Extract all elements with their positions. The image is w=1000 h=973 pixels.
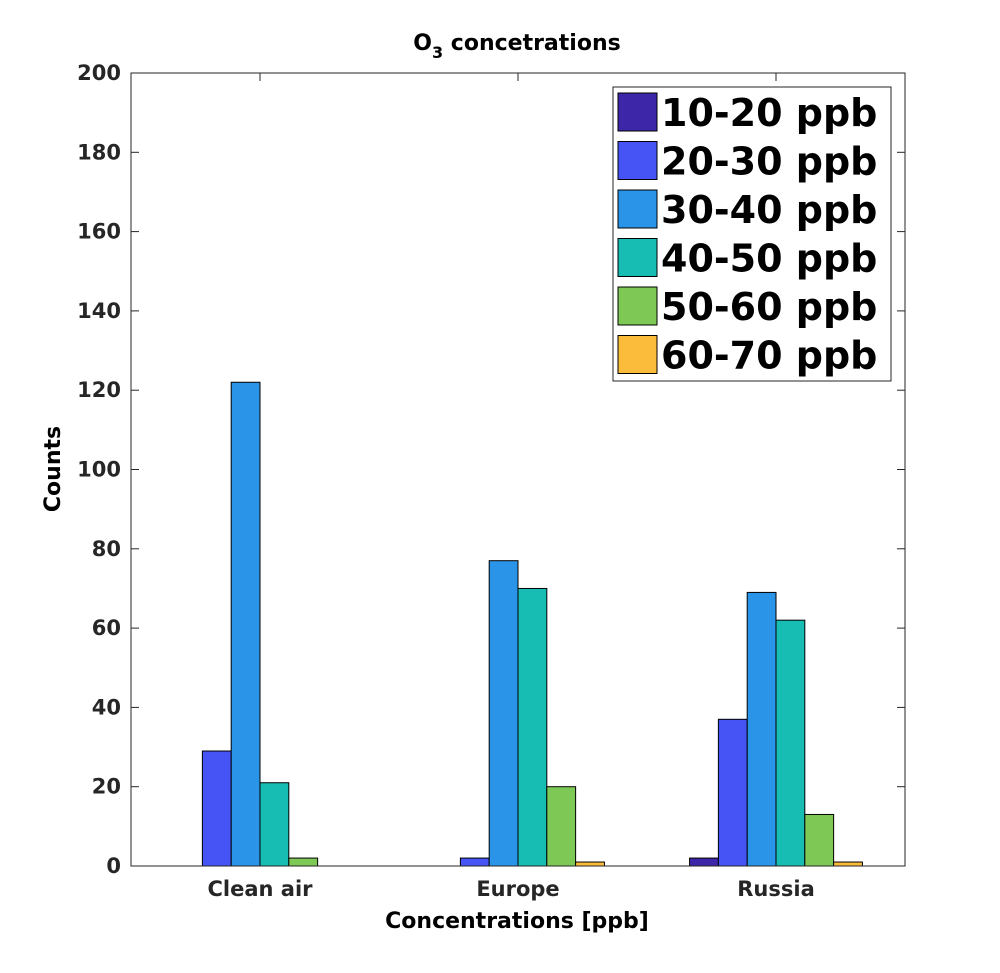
legend-box — [612, 86, 892, 382]
y-tick-labels: 0 20 40 60 80 100 120 140 160 180 200 — [77, 61, 121, 878]
legend-label: 10-20 ppb — [661, 91, 877, 135]
legend-label: 50-60 ppb — [661, 285, 877, 329]
legend-swatch — [617, 141, 658, 180]
x-tick-label: Clean air — [207, 877, 313, 901]
legend-swatch — [617, 238, 658, 277]
y-tick-label: 60 — [92, 616, 121, 640]
x-tick-labels: Clean air Europe Russia — [207, 877, 814, 901]
bars-group — [201, 381, 863, 867]
legend-label: 30-40 ppb — [661, 188, 877, 232]
legend-label: 40-50 ppb — [661, 237, 877, 281]
bar-60-70-ppb-russia — [833, 861, 863, 867]
bar-30-40-ppb-russia — [746, 591, 777, 867]
bar-50-60-ppb-europe — [546, 786, 577, 867]
y-tick-label: 0 — [106, 854, 121, 878]
y-tick-label: 40 — [92, 695, 121, 719]
bar-40-50-ppb-russia — [775, 619, 806, 867]
legend-label: 20-30 ppb — [661, 140, 877, 184]
bar-20-30-ppb-europe — [459, 857, 490, 867]
y-tick-label: 80 — [92, 537, 121, 561]
plot-frame — [130, 72, 906, 867]
x-axis-label: Concentrations [ppb] — [385, 909, 649, 934]
bar-30-40-ppb-europe — [488, 560, 519, 867]
bar-20-30-ppb-clean-air — [201, 750, 232, 867]
y-tick-label: 120 — [77, 378, 121, 402]
bar-60-70-ppb-europe — [575, 861, 605, 867]
bar-50-60-ppb-russia — [804, 813, 835, 867]
y-tick-label: 200 — [77, 61, 121, 85]
y-tick-label: 140 — [77, 299, 121, 323]
bar-40-50-ppb-europe — [517, 587, 548, 867]
bar-30-40-ppb-clean-air — [230, 381, 261, 867]
chart-title: O3 concetrations — [413, 31, 620, 62]
legend-swatch — [617, 92, 658, 132]
bar-40-50-ppb-clean-air — [259, 782, 290, 867]
y-tick-label: 20 — [92, 775, 121, 799]
x-tick-label: Europe — [476, 877, 559, 901]
legend-swatch — [617, 189, 658, 229]
x-tick-label: Russia — [737, 877, 815, 901]
legend-swatch — [617, 286, 658, 326]
y-tick-label: 160 — [77, 220, 121, 244]
y-tick-label: 100 — [77, 458, 121, 482]
bar-50-60-ppb-clean-air — [288, 857, 319, 867]
y-tick-label: 180 — [77, 140, 121, 164]
y-axis-label: Counts — [41, 426, 66, 512]
bar-10-20-ppb-russia — [689, 857, 719, 867]
legend-label: 60-70 ppb — [661, 334, 877, 378]
legend-swatch — [617, 335, 658, 374]
bar-20-30-ppb-russia — [717, 718, 748, 867]
